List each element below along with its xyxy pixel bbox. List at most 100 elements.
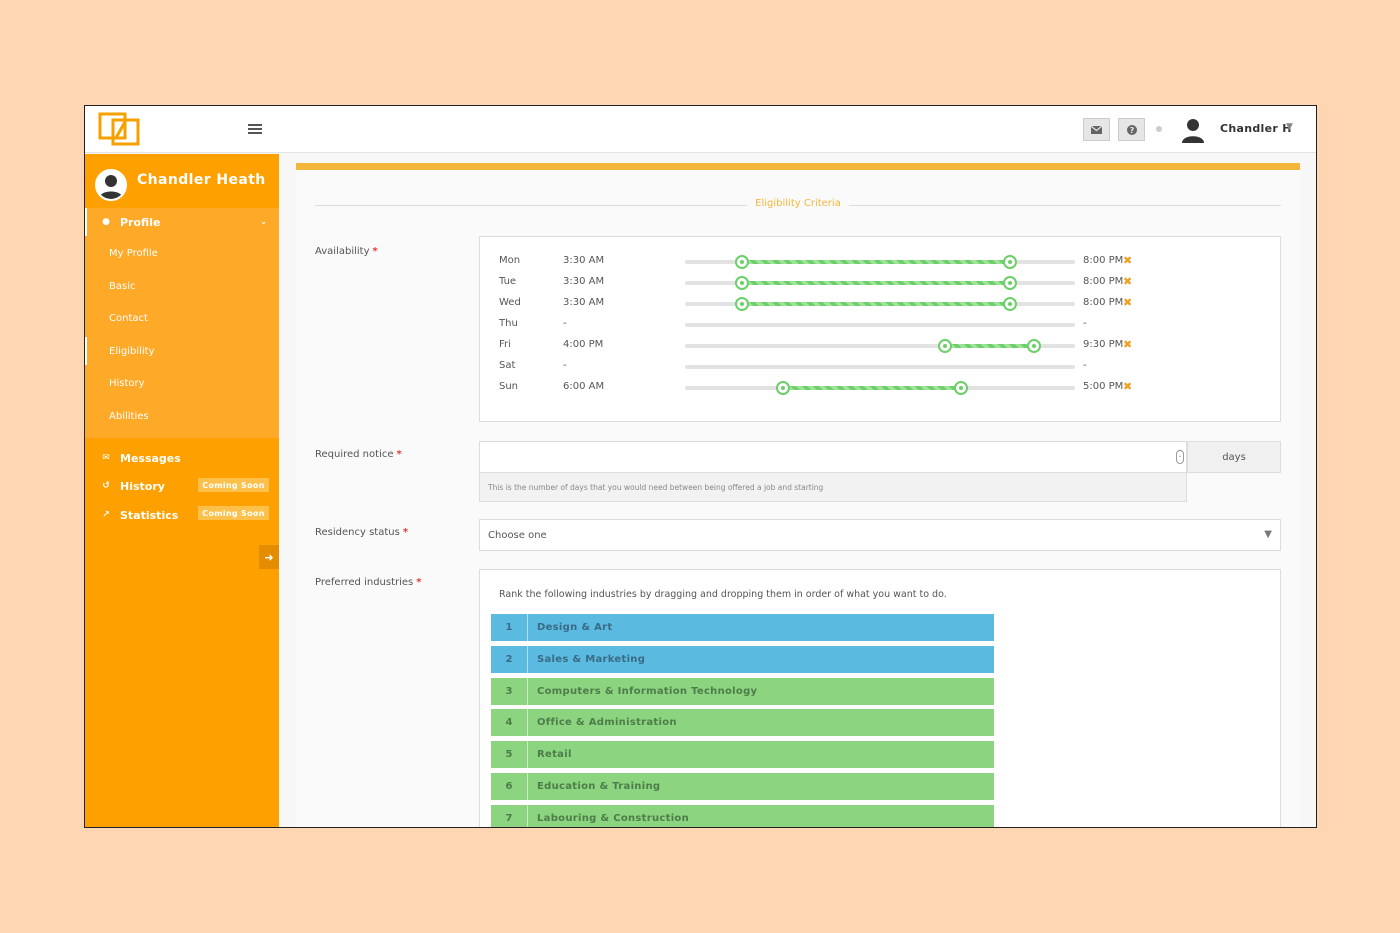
time-range-slider[interactable] bbox=[685, 255, 1075, 269]
time-range-slider[interactable] bbox=[685, 381, 1075, 395]
app-window: ? Chandler H ▼ Chandler Heath ● Profile … bbox=[84, 105, 1317, 828]
sidebar-item-history[interactable]: ↺ History bbox=[85, 473, 279, 499]
submenu-item-history[interactable]: History bbox=[109, 377, 145, 389]
day-name: Fri bbox=[499, 339, 511, 350]
residency-select[interactable]: Choose one ▼ bbox=[479, 519, 1281, 551]
end-time: 8:00 PM bbox=[1083, 297, 1124, 308]
industry-item[interactable]: 1 Design & Art bbox=[491, 614, 994, 641]
sidebar-user: Chandler Heath bbox=[85, 154, 279, 208]
start-time: 3:30 AM bbox=[563, 255, 605, 266]
status-dot bbox=[1156, 126, 1162, 132]
industry-rank: 5 bbox=[491, 741, 528, 769]
mail-button[interactable] bbox=[1083, 118, 1110, 141]
brand-logo-icon[interactable] bbox=[98, 112, 140, 146]
days-addon: days bbox=[1187, 441, 1281, 473]
availability-box: Mon 3:30 AM 8:00 PM ✖ Tue 3:30 AM 8:00 PM ✖ Wed 3… bbox=[479, 236, 1281, 422]
submenu-item-abilities[interactable]: Abilities bbox=[109, 410, 149, 422]
submenu-item-contact[interactable]: Contact bbox=[109, 312, 148, 324]
day-name: Thu bbox=[499, 318, 518, 329]
start-time: 3:30 AM bbox=[563, 276, 605, 287]
industry-name: Office & Administration bbox=[537, 717, 677, 729]
start-time: 3:30 AM bbox=[563, 297, 605, 308]
sidebar-item-messages[interactable]: ✉ Messages bbox=[85, 445, 279, 471]
coming-soon-badge: Coming Soon bbox=[198, 478, 269, 492]
industry-item[interactable]: 7 Labouring & Construction bbox=[491, 804, 994, 827]
selected-range bbox=[782, 386, 962, 390]
industry-name: Education & Training bbox=[537, 781, 661, 792]
help-button[interactable]: ? bbox=[1118, 118, 1145, 141]
start-handle[interactable] bbox=[734, 297, 749, 311]
start-handle[interactable] bbox=[938, 339, 952, 353]
sidebar-item-profile[interactable]: ● Profile ⌄ bbox=[85, 208, 279, 236]
industries-label: Preferred industries * bbox=[315, 577, 422, 588]
submenu-item-my-profile[interactable]: My Profile bbox=[109, 247, 158, 259]
industry-name: Labouring & Construction bbox=[537, 812, 690, 824]
user-menu-name[interactable]: Chandler H bbox=[1220, 122, 1292, 135]
required-notice-input[interactable] bbox=[479, 441, 1187, 473]
start-handle[interactable] bbox=[775, 381, 790, 395]
clear-icon[interactable]: ✖ bbox=[1123, 275, 1133, 288]
end-handle[interactable] bbox=[954, 381, 969, 395]
end-handle[interactable] bbox=[1003, 276, 1017, 290]
time-range-slider[interactable] bbox=[685, 365, 1075, 369]
clear-icon[interactable]: ✖ bbox=[1123, 338, 1133, 351]
end-handle[interactable] bbox=[1003, 255, 1017, 269]
industry-item[interactable]: 2 Sales & Marketing bbox=[491, 645, 994, 673]
industries-hint: Rank the following industries by draggin… bbox=[499, 589, 947, 600]
industry-item[interactable]: 3 Computers & Information Technology bbox=[491, 677, 994, 705]
industry-rank: 1 bbox=[491, 614, 528, 641]
sidebar-item-label: Statistics bbox=[120, 508, 179, 522]
end-handle[interactable] bbox=[1027, 339, 1042, 353]
user-silhouette-icon bbox=[99, 175, 123, 199]
start-time: - bbox=[563, 360, 567, 371]
industry-item[interactable]: 6 Education & Training bbox=[491, 773, 994, 800]
availability-row: Tue 3:30 AM 8:00 PM ✖ bbox=[480, 274, 1280, 295]
industry-item[interactable]: 4 Office & Administration bbox=[491, 709, 994, 737]
start-time: 6:00 AM bbox=[563, 381, 605, 392]
clear-icon[interactable]: ✖ bbox=[1123, 296, 1133, 309]
start-time: 4:00 PM bbox=[563, 339, 604, 350]
start-handle[interactable] bbox=[734, 255, 749, 269]
industry-rank: 4 bbox=[491, 709, 528, 737]
time-range-slider[interactable] bbox=[685, 276, 1075, 290]
submenu-item-eligibility[interactable]: Eligibility bbox=[85, 337, 279, 365]
section-title: Eligibility Criteria bbox=[755, 198, 841, 209]
selected-range bbox=[741, 281, 1010, 285]
time-range-slider[interactable] bbox=[685, 323, 1075, 327]
availability-row: Sun 6:00 AM 5:00 PM ✖ bbox=[480, 379, 1280, 400]
industry-item[interactable]: 5 Retail bbox=[491, 741, 994, 769]
user-icon: ● bbox=[102, 217, 110, 227]
availability-row: Wed 3:30 AM 8:00 PM ✖ bbox=[480, 295, 1280, 316]
end-time: 8:00 PM bbox=[1083, 255, 1124, 266]
main-panel: Eligibility Criteria Availability * Mon 3:… bbox=[296, 163, 1300, 827]
time-range-slider[interactable] bbox=[685, 339, 1075, 353]
svg-text:?: ? bbox=[1129, 126, 1134, 135]
industry-name: Design & Art bbox=[537, 622, 613, 633]
chevron-down-icon[interactable]: ▼ bbox=[1286, 122, 1293, 132]
end-time: - bbox=[1083, 318, 1087, 329]
availability-row: Sat - - bbox=[480, 358, 1280, 379]
section-heading: Eligibility Criteria bbox=[296, 198, 1300, 212]
avatar bbox=[95, 169, 127, 201]
sidebar-item-statistics[interactable]: ↗ Statistics bbox=[85, 502, 279, 528]
caret-down-icon: ▼ bbox=[1264, 529, 1272, 540]
end-handle[interactable] bbox=[1003, 297, 1017, 311]
clear-icon[interactable]: ✖ bbox=[1123, 254, 1133, 267]
time-range-slider[interactable] bbox=[685, 297, 1075, 311]
sidebar-item-label: History bbox=[120, 479, 165, 493]
end-time: 5:00 PM bbox=[1083, 381, 1124, 392]
submenu-item-basic[interactable]: Basic bbox=[109, 280, 136, 292]
sidebar-user-name: Chandler Heath bbox=[137, 172, 266, 188]
start-handle[interactable] bbox=[734, 276, 749, 290]
day-name: Sat bbox=[499, 360, 516, 371]
sidebar-item-label: Profile bbox=[120, 215, 161, 229]
user-silhouette-icon[interactable] bbox=[1181, 117, 1205, 143]
coming-soon-badge: Coming Soon bbox=[198, 506, 269, 520]
availability-row: Fri 4:00 PM 9:30 PM ✖ bbox=[480, 337, 1280, 358]
industry-rank: 7 bbox=[491, 804, 528, 827]
clear-icon[interactable]: ✖ bbox=[1123, 380, 1133, 393]
menu-toggle-icon[interactable] bbox=[248, 124, 262, 134]
sign-out-icon[interactable]: ➜ bbox=[259, 545, 279, 569]
chevron-down-icon: ⌄ bbox=[260, 217, 267, 226]
